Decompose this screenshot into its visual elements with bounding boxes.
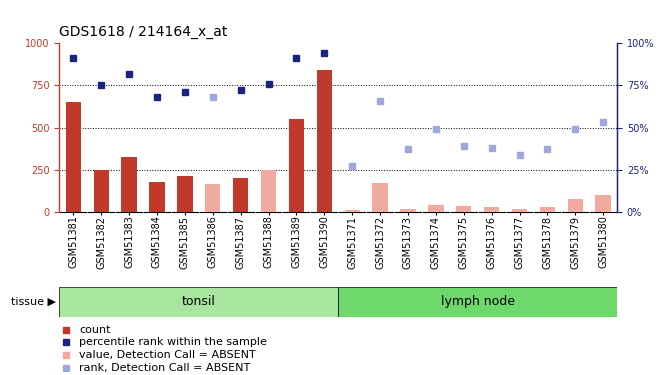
Bar — [205, 184, 220, 212]
Text: GSM51374: GSM51374 — [431, 216, 441, 268]
Bar — [317, 70, 332, 212]
Bar — [121, 157, 137, 212]
Text: GSM51384: GSM51384 — [152, 216, 162, 268]
Text: GSM51371: GSM51371 — [347, 216, 357, 268]
Text: GSM51385: GSM51385 — [180, 216, 190, 268]
Text: GSM51386: GSM51386 — [208, 216, 218, 268]
Bar — [456, 206, 471, 212]
Text: GSM51387: GSM51387 — [236, 216, 246, 268]
Bar — [484, 207, 499, 212]
Bar — [233, 178, 248, 212]
Text: GSM51375: GSM51375 — [459, 216, 469, 269]
Bar — [94, 170, 109, 212]
Text: GSM51390: GSM51390 — [319, 216, 329, 268]
Bar — [261, 170, 276, 212]
Bar — [428, 205, 444, 212]
Text: tonsil: tonsil — [182, 296, 216, 308]
Text: tissue ▶: tissue ▶ — [11, 297, 56, 307]
Bar — [568, 199, 583, 212]
Text: GSM51376: GSM51376 — [486, 216, 496, 268]
Bar — [345, 210, 360, 212]
Text: GSM51372: GSM51372 — [375, 216, 385, 269]
Bar — [66, 102, 81, 212]
Bar — [401, 209, 416, 212]
Text: GSM51383: GSM51383 — [124, 216, 134, 268]
Bar — [512, 209, 527, 212]
Text: lymph node: lymph node — [441, 296, 515, 308]
Text: GSM51381: GSM51381 — [69, 216, 79, 268]
Text: GSM51388: GSM51388 — [263, 216, 273, 268]
Text: GSM51373: GSM51373 — [403, 216, 413, 268]
Text: GSM51380: GSM51380 — [598, 216, 608, 268]
Bar — [595, 195, 611, 212]
Text: GSM51377: GSM51377 — [515, 216, 525, 269]
Text: GSM51389: GSM51389 — [292, 216, 302, 268]
Bar — [372, 183, 387, 212]
Text: percentile rank within the sample: percentile rank within the sample — [79, 338, 267, 347]
Bar — [59, 287, 338, 317]
Text: rank, Detection Call = ABSENT: rank, Detection Call = ABSENT — [79, 363, 250, 373]
Text: GSM51378: GSM51378 — [543, 216, 552, 268]
Bar — [178, 177, 193, 212]
Bar — [289, 119, 304, 212]
Text: GDS1618 / 214164_x_at: GDS1618 / 214164_x_at — [59, 26, 228, 39]
Bar — [149, 182, 164, 212]
Bar — [540, 207, 555, 212]
Text: value, Detection Call = ABSENT: value, Detection Call = ABSENT — [79, 350, 255, 360]
Text: GSM51382: GSM51382 — [96, 216, 106, 268]
Text: GSM51379: GSM51379 — [570, 216, 580, 268]
Bar — [338, 287, 617, 317]
Text: count: count — [79, 325, 110, 335]
